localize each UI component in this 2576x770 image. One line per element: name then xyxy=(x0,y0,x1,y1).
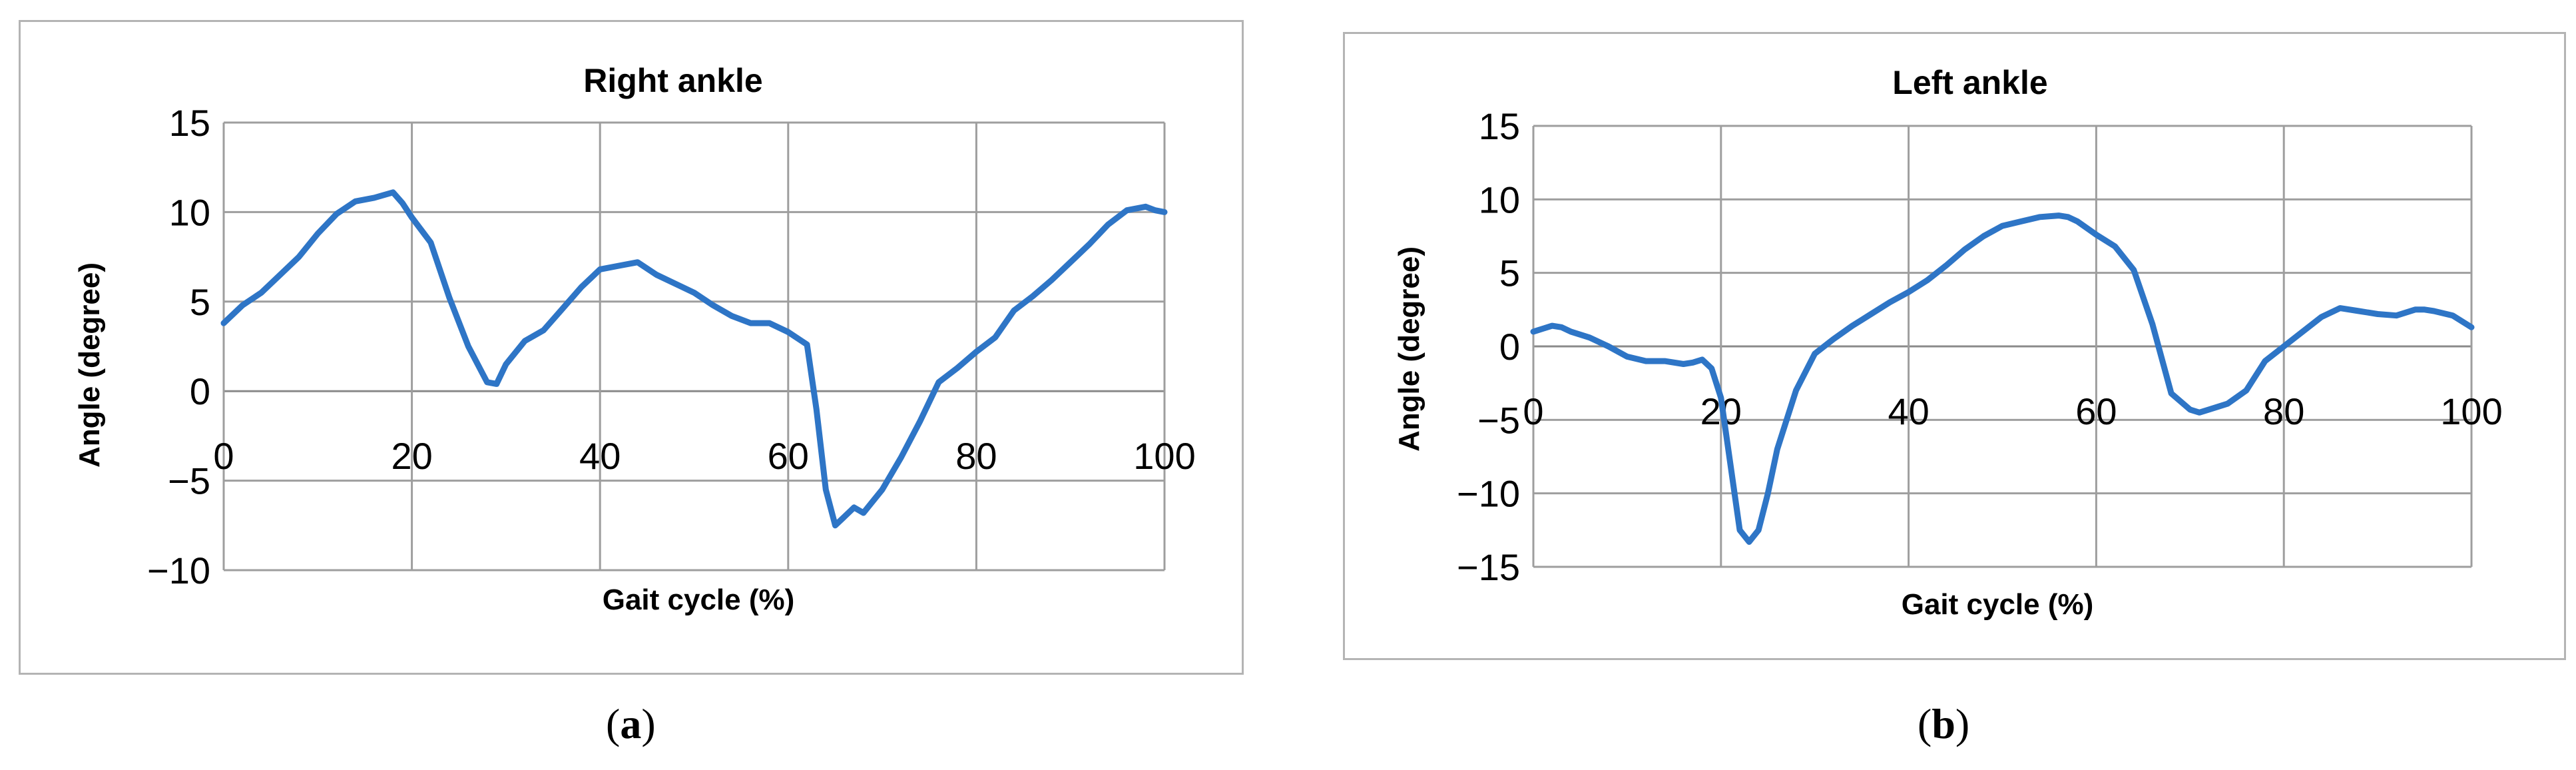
chart-panel-left-ankle: Left ankle Gait cycle (%) Angle (degree)… xyxy=(1343,32,2566,660)
chart-title: Right ankle xyxy=(583,62,762,99)
y-tick-label: 15 xyxy=(1479,105,1520,147)
series-line xyxy=(1530,212,2475,545)
subfigure-caption-b: (b) xyxy=(1918,700,1970,747)
y-tick-label: 0 xyxy=(190,370,210,412)
x-axis-label: Gait cycle (%) xyxy=(603,583,795,616)
y-tick-label: −15 xyxy=(1457,546,1520,588)
x-tick-label: 60 xyxy=(768,435,809,477)
subfigure-caption-a: (a) xyxy=(606,700,656,747)
y-tick-label: 0 xyxy=(1499,326,1520,368)
chart-right-ankle: Right ankle Gait cycle (%) Angle (degree… xyxy=(73,62,1196,616)
x-tick-label: 40 xyxy=(579,435,621,477)
chart-left-ankle: Left ankle Gait cycle (%) Angle (degree)… xyxy=(1393,64,2503,621)
y-tick-label: −5 xyxy=(168,460,210,502)
y-tick-label: 10 xyxy=(1479,179,1520,220)
x-axis-label: Gait cycle (%) xyxy=(1902,588,2094,621)
x-tick-label: 80 xyxy=(2263,390,2304,432)
y-tick-label: −10 xyxy=(147,550,210,591)
y-tick-label: −5 xyxy=(1477,399,1520,441)
series-line xyxy=(220,189,1168,529)
y-tick-label: 5 xyxy=(1499,252,1520,294)
x-tick-label: 80 xyxy=(955,435,997,477)
x-tick-label: 100 xyxy=(2440,390,2502,432)
y-axis-label: Angle (degree) xyxy=(73,262,106,468)
y-tick-label: 15 xyxy=(169,102,210,144)
chart-title: Left ankle xyxy=(1892,64,2047,101)
y-tick-label: 5 xyxy=(190,281,210,323)
x-tick-label: 0 xyxy=(213,435,234,477)
x-tick-label: 100 xyxy=(1133,435,1195,477)
x-tick-label: 20 xyxy=(391,435,432,477)
y-axis-label: Angle (degree) xyxy=(1393,246,1425,452)
y-tick-label: −10 xyxy=(1457,473,1520,515)
x-tick-label: 40 xyxy=(1888,390,1929,432)
y-tick-label: 10 xyxy=(169,191,210,233)
chart-panel-right-ankle: Right ankle Gait cycle (%) Angle (degree… xyxy=(19,20,1244,675)
x-tick-label: 0 xyxy=(1523,390,1543,432)
x-tick-label: 60 xyxy=(2075,390,2117,432)
